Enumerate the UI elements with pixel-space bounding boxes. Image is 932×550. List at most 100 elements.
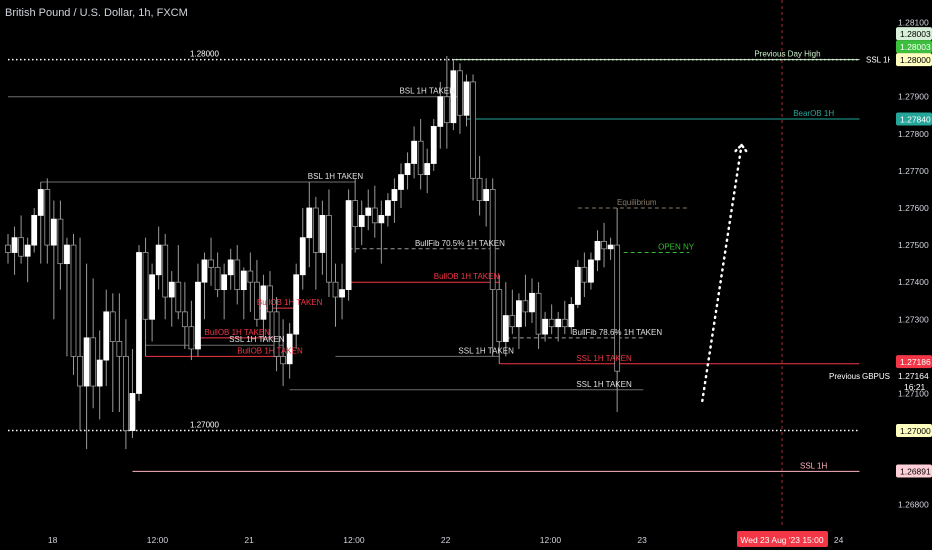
candle-body [417,140,424,176]
candle-body [37,189,44,216]
level-label: SSL 1H TAKEN [576,380,632,389]
candle-body [424,163,431,176]
time-tick: 18 [48,535,58,545]
candle-body [116,341,123,357]
candle-body [18,237,25,257]
time-tick: 23 [637,535,647,545]
candle-body [11,237,18,253]
candle-body [50,218,57,246]
candle-body [57,218,64,265]
level-label: SSL 1H TAKEN [458,346,514,355]
price-tick: 1.26800 [898,500,929,510]
price-tick: 1.27500 [898,240,929,250]
candle-body [90,337,97,387]
candle-body [306,207,313,239]
candle-body [234,259,241,291]
previous-label: Previous [829,372,860,381]
price-tick: 1.27600 [898,203,929,213]
candle-body [208,259,214,268]
candle-body [83,337,90,387]
candle-body [483,189,490,201]
level-label: SSL 1H [800,461,827,470]
candle-body [601,240,607,250]
candle-body [339,289,345,298]
candle-body [253,281,260,320]
price-axis[interactable]: 1.26800 1.27000 1.27100 1.27300 1.27400 1.275… [890,0,932,550]
level-label: BullOB 1H TAKEN [434,272,500,281]
candle-body [555,318,562,328]
time-tick: 12:00 [147,535,169,545]
candle-body [201,259,208,283]
candle-body [463,81,470,116]
candle-body [5,244,11,253]
candle-body [509,315,516,328]
level-label: OPEN NY [658,243,695,252]
time-axis[interactable]: 18 12:00 21 12:00 22 12:00 23 24 Wed 23 Aug '23 … [0,527,932,550]
candle-body [489,189,496,291]
candle-body [450,70,457,124]
candle-body [109,311,116,342]
price-tick: 1.27700 [898,166,929,176]
candle-body [214,266,221,291]
price-tick: 1.27900 [898,92,929,102]
level-labels: 1.28000 1.27000 Previous Day High BearOB 1H… [190,50,896,471]
current-price-value: 1.27164 [898,371,929,381]
candle-body [529,292,535,313]
level-label: BullOB 1H TAKEN [237,346,303,355]
candle-body [149,274,156,320]
price-badge [896,355,932,369]
candle-body [378,215,385,224]
candle-body [470,81,476,179]
candle-body [542,318,548,335]
candle-body [568,304,575,328]
candle-body [31,215,38,246]
candle-body [352,200,359,227]
candle-body [437,96,444,127]
candle-body [247,270,254,283]
candle-body [162,244,169,298]
candle-body [195,281,201,350]
time-tick: 22 [441,535,451,545]
price-badge-value: 1.28003 [900,42,931,52]
candle-body [522,300,529,313]
price-tick: 1.27100 [898,388,929,398]
candle-body [129,393,136,431]
time-tick: 24 [834,535,844,545]
price-badge [896,53,932,67]
candle-body [280,355,287,365]
level-label: Previous Day High [754,50,820,59]
candle-body [64,244,70,265]
price-badge [896,40,932,54]
candle-body [443,96,450,124]
candle-body [594,240,601,261]
symbol-label: GBPUSD [862,372,896,381]
price-badge [896,112,932,126]
candle-body [267,285,273,313]
candle-body [548,318,555,328]
price-badge-value: 1.27840 [900,114,931,124]
crosshair-time-label: Wed 23 Aug '23 15:00 [740,535,824,545]
candle-body [457,70,463,116]
candle-body [476,177,483,201]
candle-body [312,207,319,253]
candle-body [175,281,182,313]
time-tick: 12:00 [343,535,365,545]
price-badge [896,464,932,478]
candlestick-series [5,55,621,450]
time-tick: 21 [244,535,254,545]
price-badge-value: 1.28003 [900,29,931,39]
candle-body [345,200,352,291]
candle-body [535,292,542,335]
candle-body [103,311,110,361]
candle-body [358,215,365,227]
candle-body [502,315,509,342]
level-label: BearOB 1H [793,109,834,118]
candle-body [142,252,149,320]
candle-body [391,189,398,201]
candle-body [581,266,588,283]
candle-body [614,244,621,372]
candle-body [384,200,391,216]
candle-body [607,244,614,250]
level-label: BullOB 1H TAKEN [204,328,270,337]
